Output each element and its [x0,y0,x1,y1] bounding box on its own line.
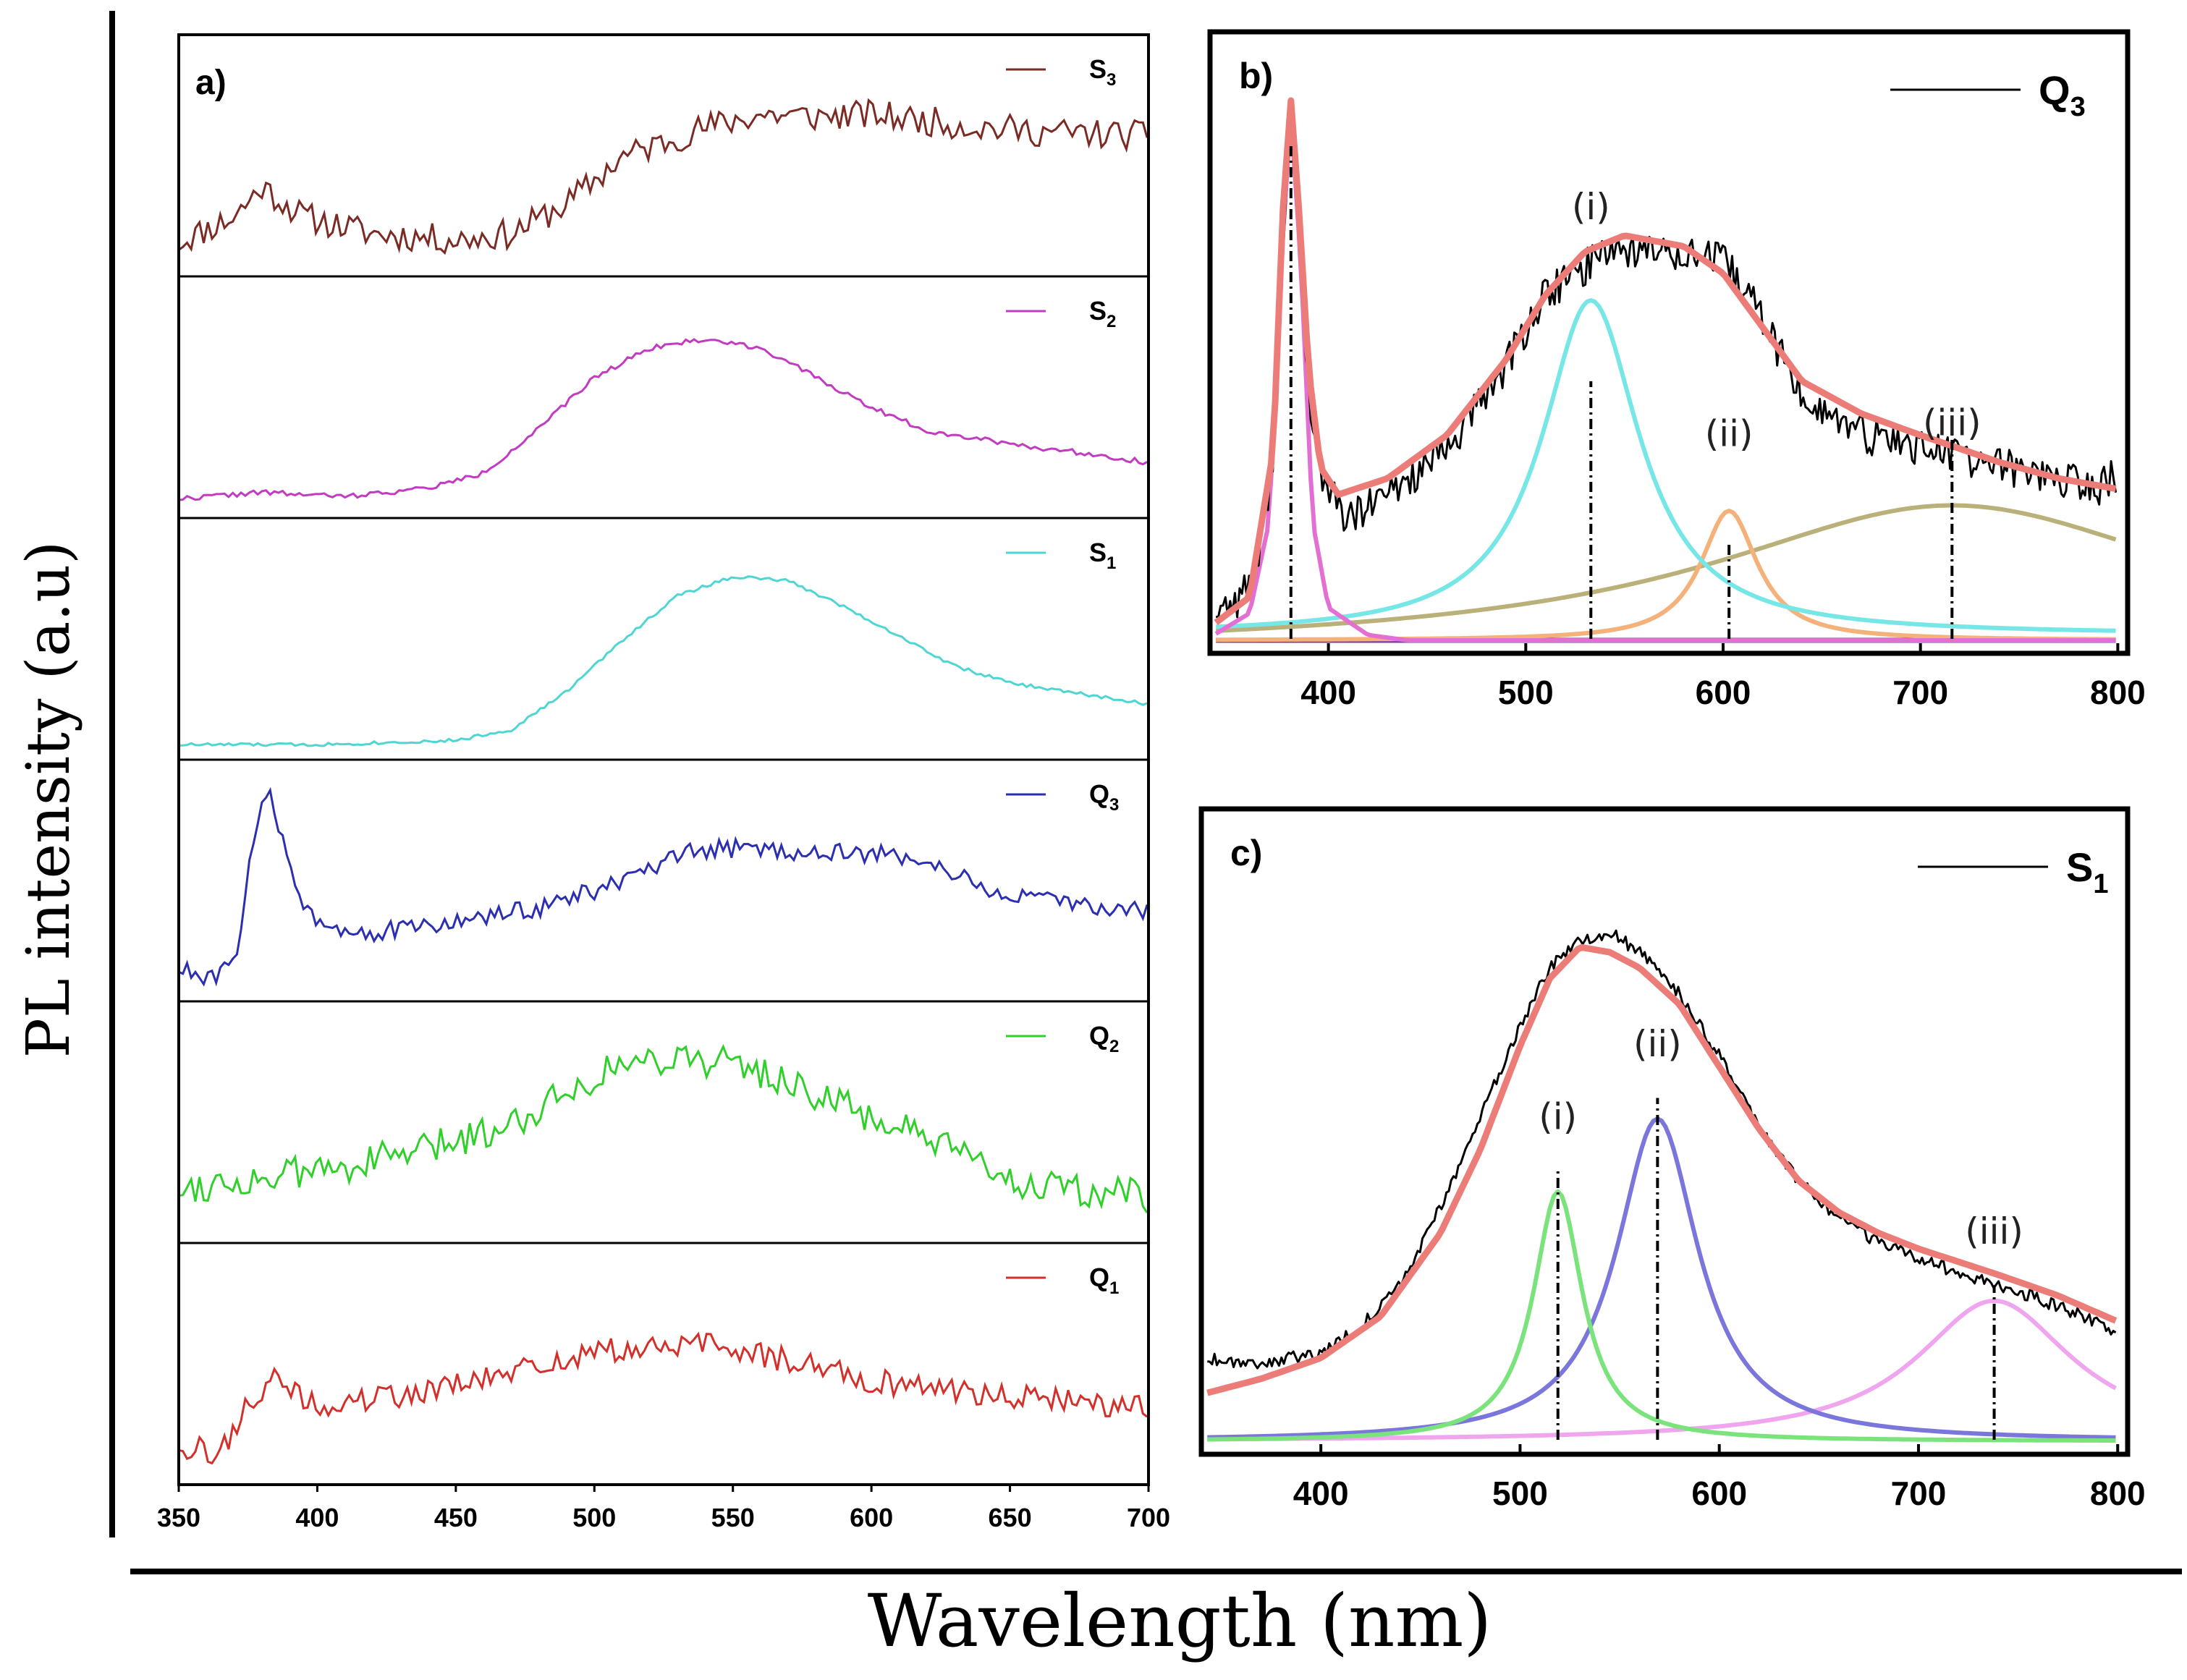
x-axis-title: Wavelength (nm) [868,1579,1492,1663]
x-tick-label: 450 [434,1503,478,1532]
x-tick-label: 350 [157,1503,200,1532]
x-tick-label: 800 [2090,674,2146,711]
panel-b: (i) (ii) (iii) 400 500 600 700 800 b) Q3 [1207,29,2146,711]
panel-a: S3 S2 S1 Q3 Q2 Q1 a) 350 400 450 500 550 600 650 700 [157,33,1170,1532]
panel-frame [1198,806,2131,1457]
x-tick-label: 800 [2090,1475,2146,1512]
x-tick-label: 700 [1891,1475,1947,1512]
panel-label-a: a) [195,64,227,102]
peak-annotation: (iii) [1965,1210,2023,1252]
series-line-S2 [178,338,1148,501]
x-tick-label: 650 [989,1503,1032,1532]
peak-annotation: (iii) [1923,402,1981,444]
x-tick-label: 500 [572,1503,616,1532]
series-lorentz_iii [1216,503,2117,633]
legend-label: S1 [2066,844,2109,899]
x-tick-label: 500 [1498,674,1554,711]
legend-label: Q3 [2039,67,2086,122]
legend-label-Q2: Q2 [1089,1021,1119,1056]
panel-label: c) [1230,833,1262,873]
series-line-Q2 [178,1043,1149,1214]
legend-label-S2: S2 [1089,296,1116,331]
x-tick-label: 550 [711,1503,755,1532]
series-fit [1214,97,2117,626]
legend-label-S1: S1 [1089,538,1116,573]
series-uv_peak [1214,114,2116,642]
series-line-S1 [178,575,1148,747]
series-line-S3 [178,98,1149,255]
panel-a-frame [177,33,1150,1486]
panel-c: (i) (ii) (iii) 400 500 600 700 800 c) S1 [1198,806,2146,1512]
series-lorentz_i [1216,298,2116,633]
peak-annotation: (i) [1572,186,1610,228]
y-axis-title: PL intensity (a.u) [14,541,83,1058]
series-lorentz_ii [1216,509,2116,642]
series-lorentz_iii [1207,1299,2117,1442]
x-tick-label: 700 [1127,1503,1170,1532]
x-tick-label: 700 [1892,674,1948,711]
x-tick-label: 600 [850,1503,893,1532]
series-line-Q3 [178,786,1149,987]
panel-label: b) [1239,56,1273,96]
x-tick-label: 400 [295,1503,339,1532]
series-fit [1206,943,2118,1396]
x-tick-label: 400 [1293,1475,1349,1512]
peak-annotation: (ii) [1633,1023,1682,1065]
legend-label-S3: S3 [1089,54,1116,90]
series-data [1216,115,2118,619]
x-tick-label: 600 [1691,1475,1747,1512]
legend-label-Q3: Q3 [1089,779,1119,815]
series-lorentz_ii [1207,1116,2116,1440]
x-tick-label: 500 [1492,1475,1548,1512]
x-tick-label: 600 [1696,674,1751,711]
peak-annotation: (ii) [1705,412,1754,454]
legend-label-Q1: Q1 [1089,1263,1119,1298]
peak-annotation: (i) [1539,1096,1577,1138]
series-lorentz_i [1207,1189,2116,1443]
x-tick-label: 400 [1300,674,1356,711]
series-line-Q1 [178,1331,1148,1465]
panel-frame [1207,29,2131,656]
